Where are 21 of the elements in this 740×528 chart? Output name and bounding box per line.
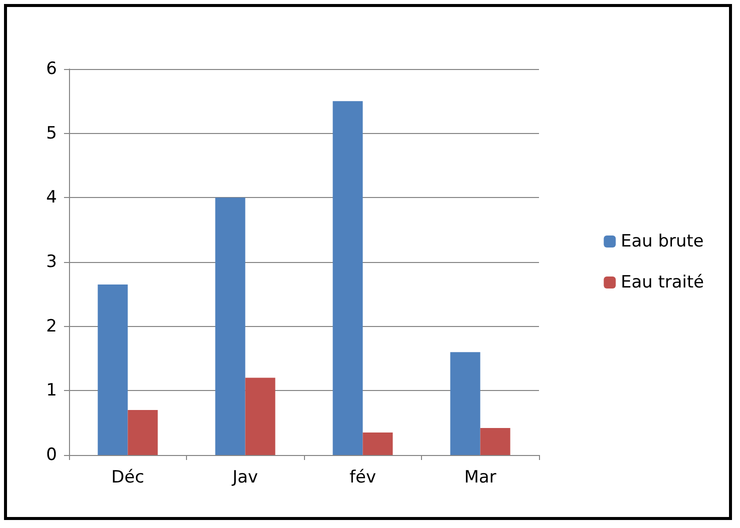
x-tick-label: Mar: [464, 468, 496, 488]
bar: [332, 101, 363, 455]
y-tick-label: 3: [46, 252, 57, 272]
y-tick-label: 6: [46, 59, 57, 79]
bar: [245, 378, 276, 455]
legend-label: Eau traité: [620, 272, 704, 292]
x-tick-label: Jav: [232, 468, 258, 488]
bar: [128, 410, 158, 455]
y-tick-label: 0: [46, 445, 57, 465]
y-tick-label: 2: [46, 316, 57, 336]
y-tick-label: 1: [46, 380, 57, 401]
bar: [450, 352, 480, 455]
x-tick-label: Déc: [111, 468, 144, 488]
bar: [362, 432, 393, 455]
bar: [480, 428, 510, 455]
bar: [98, 284, 128, 455]
y-tick-label: 4: [46, 188, 57, 208]
y-tick-label: 5: [46, 123, 57, 144]
x-tick-label: fév: [349, 468, 376, 488]
bar: [215, 198, 246, 455]
legend-label: Eau brute: [620, 232, 704, 252]
